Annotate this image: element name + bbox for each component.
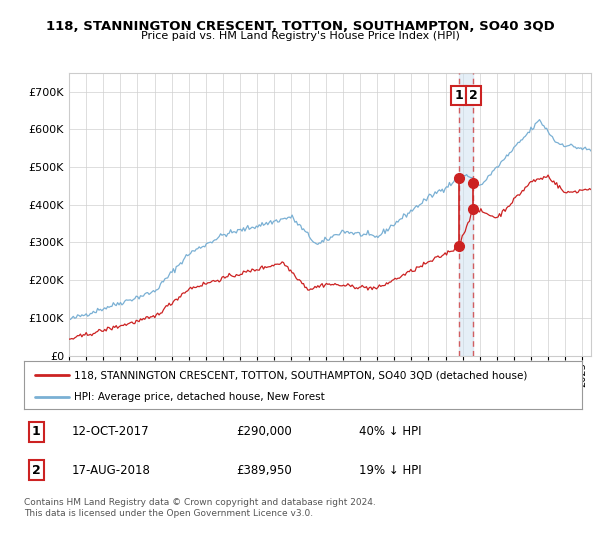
Bar [459,73,473,356]
Text: £389,950: £389,950 [236,464,292,477]
Text: 19% ↓ HPI: 19% ↓ HPI [359,464,421,477]
Text: 2: 2 [32,464,41,477]
Text: 1: 1 [454,89,463,102]
Text: 17-AUG-2018: 17-AUG-2018 [71,464,151,477]
Text: Price paid vs. HM Land Registry's House Price Index (HPI): Price paid vs. HM Land Registry's House … [140,31,460,41]
Text: 118, STANNINGTON CRESCENT, TOTTON, SOUTHAMPTON, SO40 3QD (detached house): 118, STANNINGTON CRESCENT, TOTTON, SOUTH… [74,371,527,380]
Text: 40% ↓ HPI: 40% ↓ HPI [359,426,421,438]
Text: Contains HM Land Registry data © Crown copyright and database right 2024.
This d: Contains HM Land Registry data © Crown c… [24,498,376,518]
Text: 2: 2 [469,89,478,102]
Text: HPI: Average price, detached house, New Forest: HPI: Average price, detached house, New … [74,392,325,402]
Text: 1: 1 [32,426,41,438]
Text: 118, STANNINGTON CRESCENT, TOTTON, SOUTHAMPTON, SO40 3QD: 118, STANNINGTON CRESCENT, TOTTON, SOUTH… [46,20,554,32]
Text: £290,000: £290,000 [236,426,292,438]
Text: 12-OCT-2017: 12-OCT-2017 [71,426,149,438]
